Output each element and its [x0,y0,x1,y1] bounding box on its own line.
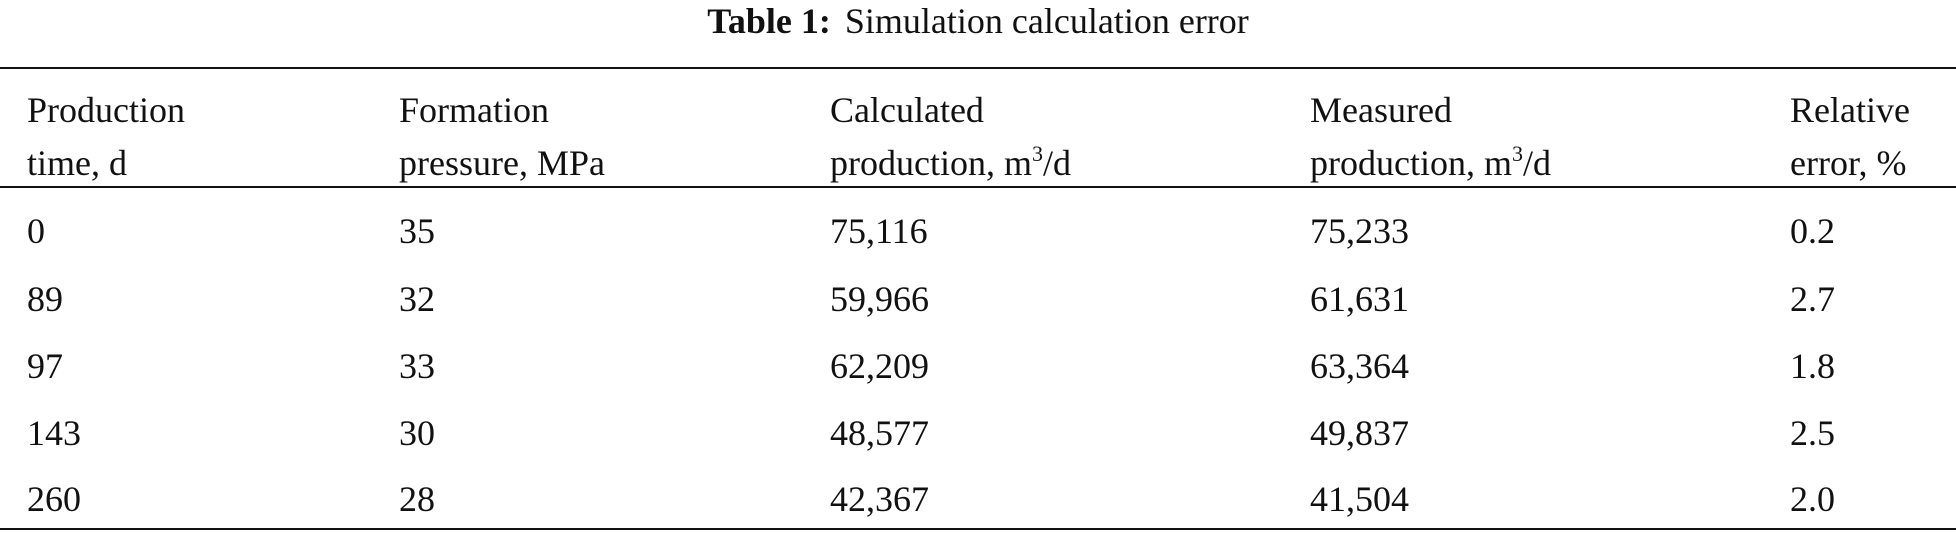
table-cell: 59,966 [830,279,929,319]
header-line: Relative [1790,90,1910,130]
header-line: production, m3/d [830,141,1071,184]
table-cell: 62,209 [830,346,929,386]
table-cell: 260 [27,479,81,519]
table-cell: 30 [399,413,435,453]
header-rule [0,186,1956,188]
table-cell: 41,504 [1310,479,1409,519]
table-cell: 48,577 [830,413,929,453]
table-cell: 1.8 [1790,346,1835,386]
table-cell: 0 [27,211,45,251]
header-line: production, m3/d [1310,141,1551,184]
header-text: time, d [27,143,127,183]
table-cell: 49,837 [1310,413,1409,453]
table-cell: 2.7 [1790,279,1835,319]
header-text: pressure, MPa [399,143,605,183]
table-cell: 89 [27,279,63,319]
table-cell: 0.2 [1790,211,1835,251]
table-cell: 143 [27,413,81,453]
table-cell: 35 [399,211,435,251]
table-cell: 75,116 [830,211,928,251]
table-cell: 2.5 [1790,413,1835,453]
header-line: Production [27,90,185,130]
header-superscript: 3 [1511,141,1523,166]
header-text: production, m [1310,143,1512,183]
top-rule [0,67,1956,69]
table-cell: 28 [399,479,435,519]
header-line: pressure, MPa [399,143,605,183]
table-cell: 42,367 [830,479,929,519]
table-cell: 33 [399,346,435,386]
header-text: error, % [1790,143,1907,183]
header-line: time, d [27,143,127,183]
table-cell: 63,364 [1310,346,1409,386]
header-superscript: 3 [1031,141,1043,166]
caption-text: Simulation calculation error [844,1,1249,41]
table-cell: 32 [399,279,435,319]
header-line: Formation [399,90,549,130]
bottom-rule [0,528,1956,530]
header-text: /d [1522,143,1551,183]
table-cell: 2.0 [1790,479,1835,519]
table-caption: Table 1: Simulation calculation error [0,0,1956,42]
header-text: production, m [830,143,1032,183]
header-line: Calculated [830,90,984,130]
header-line: error, % [1790,143,1907,183]
caption-label: Table 1: [707,1,831,41]
table-cell: 97 [27,346,63,386]
table-cell: 75,233 [1310,211,1409,251]
table-cell: 61,631 [1310,279,1409,319]
header-text: /d [1042,143,1071,183]
header-line: Measured [1310,90,1452,130]
